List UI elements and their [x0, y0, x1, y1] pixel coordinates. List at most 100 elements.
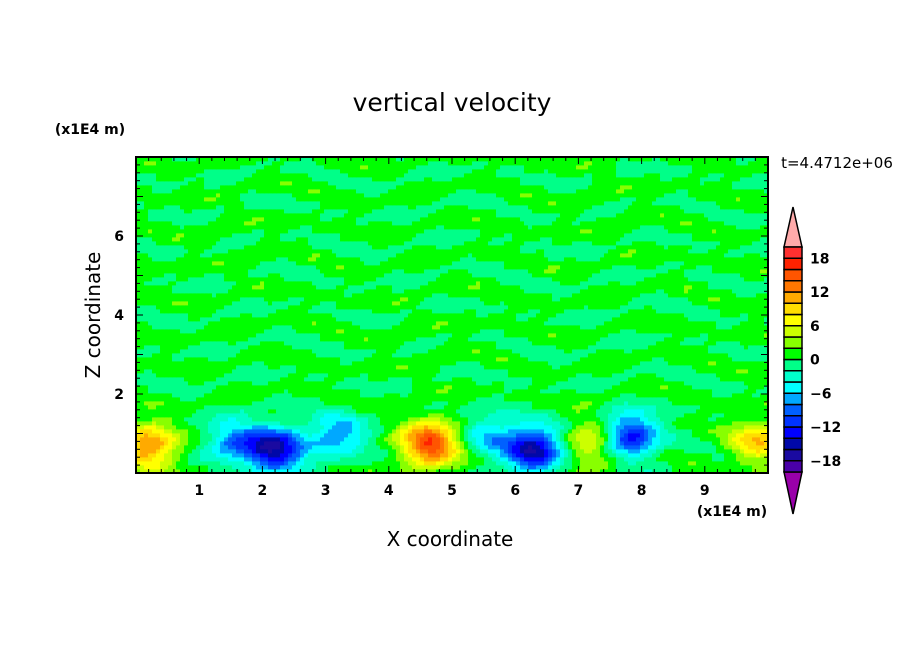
contour-cell — [516, 445, 521, 450]
contour-cell — [236, 397, 241, 402]
contour-cell — [672, 409, 677, 414]
contour-cell — [492, 413, 497, 418]
contour-cell — [340, 397, 345, 402]
contour-cell — [680, 365, 685, 370]
contour-cell — [376, 381, 381, 386]
contour-cell — [148, 401, 153, 406]
contour-cell — [456, 433, 461, 438]
contour-cell — [492, 457, 497, 462]
contour-cell — [420, 369, 425, 374]
contour-cell — [616, 437, 621, 442]
contour-cell — [192, 353, 197, 358]
contour-cell — [752, 397, 757, 402]
contour-cell — [480, 349, 485, 354]
contour-cell — [640, 425, 645, 430]
contour-cell — [712, 381, 717, 386]
contour-cell — [196, 373, 201, 378]
contour-cell — [312, 385, 317, 390]
contour-cell — [524, 389, 529, 394]
contour-cell — [420, 389, 425, 394]
contour-cell — [352, 373, 357, 378]
contour-cell — [300, 357, 305, 362]
contour-cell — [500, 433, 505, 438]
contour-cell — [308, 345, 313, 350]
contour-cell — [760, 445, 765, 450]
contour-cell — [196, 441, 201, 446]
contour-cell — [524, 353, 529, 358]
contour-cell — [384, 405, 389, 410]
contour-cell — [280, 441, 285, 446]
contour-cell — [624, 349, 629, 354]
contour-cell — [388, 397, 393, 402]
contour-cell — [384, 401, 389, 406]
contour-cell — [448, 373, 453, 378]
contour-cell — [180, 361, 185, 366]
contour-cell — [408, 417, 413, 422]
contour-cell — [424, 457, 429, 462]
contour-cell — [716, 413, 721, 418]
contour-cell — [292, 413, 297, 418]
contour-cell — [680, 385, 685, 390]
contour-cell — [348, 381, 353, 386]
contour-cell — [584, 369, 589, 374]
contour-cell — [368, 405, 373, 410]
contour-cell — [236, 457, 241, 462]
contour-cell — [304, 345, 309, 350]
contour-cell — [452, 441, 457, 446]
contour-cell — [608, 445, 613, 450]
contour-cell — [504, 357, 509, 362]
contour-cell — [624, 377, 629, 382]
contour-cell — [204, 377, 209, 382]
contour-cell — [172, 465, 177, 470]
contour-cell — [444, 349, 449, 354]
contour-cell — [212, 397, 217, 402]
contour-cell — [380, 465, 385, 470]
contour-cell — [568, 377, 573, 382]
contour-cell — [388, 401, 393, 406]
contour-cell — [688, 349, 693, 354]
contour-cell — [216, 377, 221, 382]
contour-cell — [208, 421, 213, 426]
contour-cell — [488, 385, 493, 390]
contour-cell — [744, 409, 749, 414]
contour-cell — [748, 385, 753, 390]
contour-cell — [504, 405, 509, 410]
contour-cell — [380, 405, 385, 410]
contour-cell — [324, 349, 329, 354]
contour-cell — [264, 381, 269, 386]
contour-cell — [152, 381, 157, 386]
contour-cell — [392, 361, 397, 366]
contour-cell — [548, 441, 553, 446]
contour-cell — [588, 425, 593, 430]
contour-cell — [308, 469, 313, 474]
contour-cell — [256, 389, 261, 394]
contour-cell — [364, 357, 369, 362]
contour-cell — [752, 457, 757, 462]
contour-cell — [448, 393, 453, 398]
contour-cell — [640, 437, 645, 442]
contour-cell — [720, 365, 725, 370]
contour-cell — [340, 449, 345, 454]
contour-cell — [748, 457, 753, 462]
contour-cell — [548, 421, 553, 426]
contour-cell — [476, 461, 481, 466]
contour-cell — [580, 365, 585, 370]
contour-cell — [504, 429, 509, 434]
contour-cell — [372, 461, 377, 466]
contour-cell — [740, 377, 745, 382]
contour-cell — [380, 469, 385, 474]
contour-cell — [208, 385, 213, 390]
contour-cell — [140, 353, 145, 358]
contour-cell — [476, 401, 481, 406]
contour-cell — [296, 349, 301, 354]
contour-cell — [740, 465, 745, 470]
contour-cell — [504, 465, 509, 470]
contour-cell — [256, 385, 261, 390]
contour-cell — [532, 349, 537, 354]
contour-cell — [228, 357, 233, 362]
contour-cell — [540, 437, 545, 442]
contour-cell — [748, 465, 753, 470]
contour-cell — [172, 401, 177, 406]
contour-cell — [508, 381, 513, 386]
contour-cell — [368, 445, 373, 450]
